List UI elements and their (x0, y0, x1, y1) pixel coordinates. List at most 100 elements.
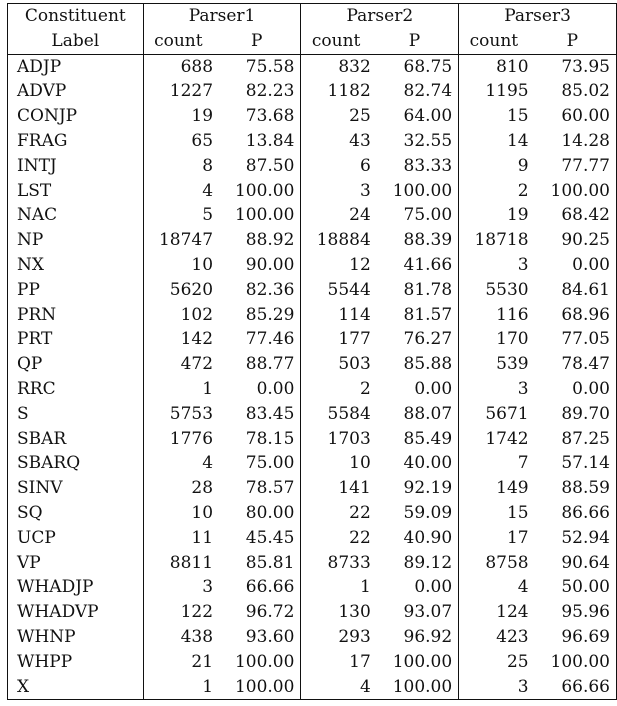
parser1-count-cell: 122 (180, 602, 214, 623)
constituent-label: WHADJP (7, 575, 144, 601)
parser1-count-cell: 8 (202, 155, 214, 176)
parser1-p-cell: 0.00 (219, 376, 302, 402)
parser2-p-cell: 81.78 (376, 277, 460, 303)
parser1-p-cell: 78.57 (219, 476, 302, 501)
parser1-count-cell: 142 (180, 329, 214, 350)
parser2-p-cell: 85.88 (376, 352, 460, 377)
parser2-p-cell: 93.07 (376, 600, 460, 625)
parser1-count-cell: 1227 (169, 81, 214, 102)
constituent-label: WHPP (7, 649, 144, 675)
parser1-count-cell: 102 (180, 304, 214, 325)
parser2-count-cell: 24 (349, 205, 371, 226)
constituent-label: NAC (7, 203, 144, 229)
parser1-p-cell: 45.45 (219, 525, 302, 551)
parser3-count-cell: 2 (517, 180, 529, 201)
parser3-p-cell: 57.14 (534, 451, 617, 477)
parser1-p-cell: 66.66 (219, 575, 302, 601)
parser1-count-cell: 10 (191, 254, 214, 275)
parser3-p-cell: 77.77 (534, 153, 617, 179)
parser1-header: Parser1 (143, 2, 302, 29)
parser3-count-cell: 18718 (474, 230, 529, 251)
constituent-label: CONJP (7, 104, 144, 129)
parser1-p-cell: 75.58 (219, 54, 302, 80)
table-row: NAC 5 100.00 24 75.00 19 68.42 (7, 203, 617, 229)
parser3-count-cell: 1195 (485, 81, 529, 102)
parser3-count-cell: 19 (506, 205, 529, 226)
parser1-count-cell: 10 (191, 502, 214, 523)
parser1-p-cell: 78.15 (219, 426, 302, 452)
parser1-count-cell: 11 (191, 527, 214, 548)
parser3-p-cell: 52.94 (534, 525, 617, 551)
parser1-count-cell: 3 (202, 577, 214, 598)
parser1-count-cell: 4 (202, 180, 214, 201)
parser2-p-cell: 0.00 (376, 376, 460, 402)
parser3-count-cell: 14 (506, 130, 529, 151)
parser1-p-cell: 77.46 (219, 327, 302, 353)
parser3-count-cell: 810 (496, 56, 529, 77)
parser1-p-cell: 87.50 (219, 153, 302, 179)
parser3-p-header: P (534, 28, 617, 55)
parser3-p-cell: 95.96 (534, 600, 617, 625)
parser2-count-cell: 1 (359, 577, 371, 598)
parser2-p-cell: 64.00 (376, 104, 460, 129)
parser3-p-cell: 0.00 (534, 252, 617, 278)
table-row: CONJP 19 73.68 25 64.00 15 60.00 (7, 104, 617, 129)
table-row: PRN 102 85.29 114 81.57 116 68.96 (7, 302, 617, 328)
parser2-count-cell: 130 (338, 602, 371, 623)
header-row-2: Label count P count P count P (7, 28, 617, 55)
table-row: WHPP 21 100.00 17 100.00 25 100.00 (7, 649, 617, 675)
parser1-count-cell: 65 (191, 130, 214, 151)
table-row: QP 472 88.77 503 85.88 539 78.47 (7, 352, 617, 377)
parser2-count-cell: 22 (349, 502, 371, 523)
table-row: X 1 100.00 4 100.00 3 66.66 (7, 674, 617, 701)
parser3-p-cell: 68.42 (534, 203, 617, 229)
parser1-p-cell: 80.00 (219, 500, 302, 526)
results-table: Constituent Parser1 Parser2 Parser3 Labe… (7, 2, 617, 701)
constituent-label: FRAG (7, 128, 144, 154)
parser1-p-cell: 73.68 (219, 104, 302, 129)
parser2-p-cell: 100.00 (376, 178, 460, 204)
parser2-count-cell: 114 (338, 304, 371, 325)
parser2-p-cell: 89.12 (376, 550, 460, 576)
parser1-p-cell: 85.81 (219, 550, 302, 576)
parser1-p-header: P (219, 28, 302, 55)
parser1-p-cell: 75.00 (219, 451, 302, 477)
parser1-count-cell: 688 (180, 56, 214, 77)
parser1-count-cell: 472 (180, 354, 214, 375)
parser2-p-cell: 96.92 (376, 624, 460, 650)
table-row: INTJ 8 87.50 6 83.33 9 77.77 (7, 153, 617, 179)
table-row: WHADJP 3 66.66 1 0.00 4 50.00 (7, 575, 617, 601)
parser2-count-cell: 177 (338, 329, 371, 350)
parser2-count-cell: 25 (349, 106, 371, 127)
parser2-p-cell: 41.66 (376, 252, 460, 278)
parser2-count-header: count (300, 28, 377, 55)
table-row: LST 4 100.00 3 100.00 2 100.00 (7, 178, 617, 204)
parser3-count-cell: 15 (506, 106, 529, 127)
parser2-p-cell: 40.00 (376, 451, 460, 477)
parser3-count-cell: 9 (517, 155, 529, 176)
parser3-p-cell: 100.00 (534, 178, 617, 204)
constituent-label: WHADVP (7, 600, 144, 625)
parser2-p-cell: 100.00 (376, 649, 460, 675)
label-header: Label (7, 28, 144, 55)
parser2-count-cell: 5544 (327, 279, 371, 300)
parser1-p-cell: 93.60 (219, 624, 302, 650)
parser3-p-cell: 90.25 (534, 228, 617, 253)
table-row: SBAR 1776 78.15 1703 85.49 1742 87.25 (7, 426, 617, 452)
parser2-p-cell: 76.27 (376, 327, 460, 353)
parser3-p-cell: 89.70 (534, 401, 617, 427)
parser3-p-cell: 77.05 (534, 327, 617, 353)
parser2-count-cell: 8733 (327, 552, 371, 573)
parser2-count-cell: 22 (349, 527, 371, 548)
constituent-label: PP (7, 277, 144, 303)
parser2-count-cell: 141 (338, 478, 371, 499)
table-row: RRC 1 0.00 2 0.00 3 0.00 (7, 376, 617, 402)
parser1-p-cell: 83.45 (219, 401, 302, 427)
table-row: WHNP 438 93.60 293 96.92 423 96.69 (7, 624, 617, 650)
parser3-count-cell: 25 (506, 651, 529, 672)
parser3-p-cell: 50.00 (534, 575, 617, 601)
parser1-p-cell: 88.92 (219, 228, 302, 253)
constituent-label: RRC (7, 376, 144, 402)
parser2-count-cell: 293 (338, 626, 371, 647)
parser2-count-cell: 1703 (327, 428, 371, 449)
